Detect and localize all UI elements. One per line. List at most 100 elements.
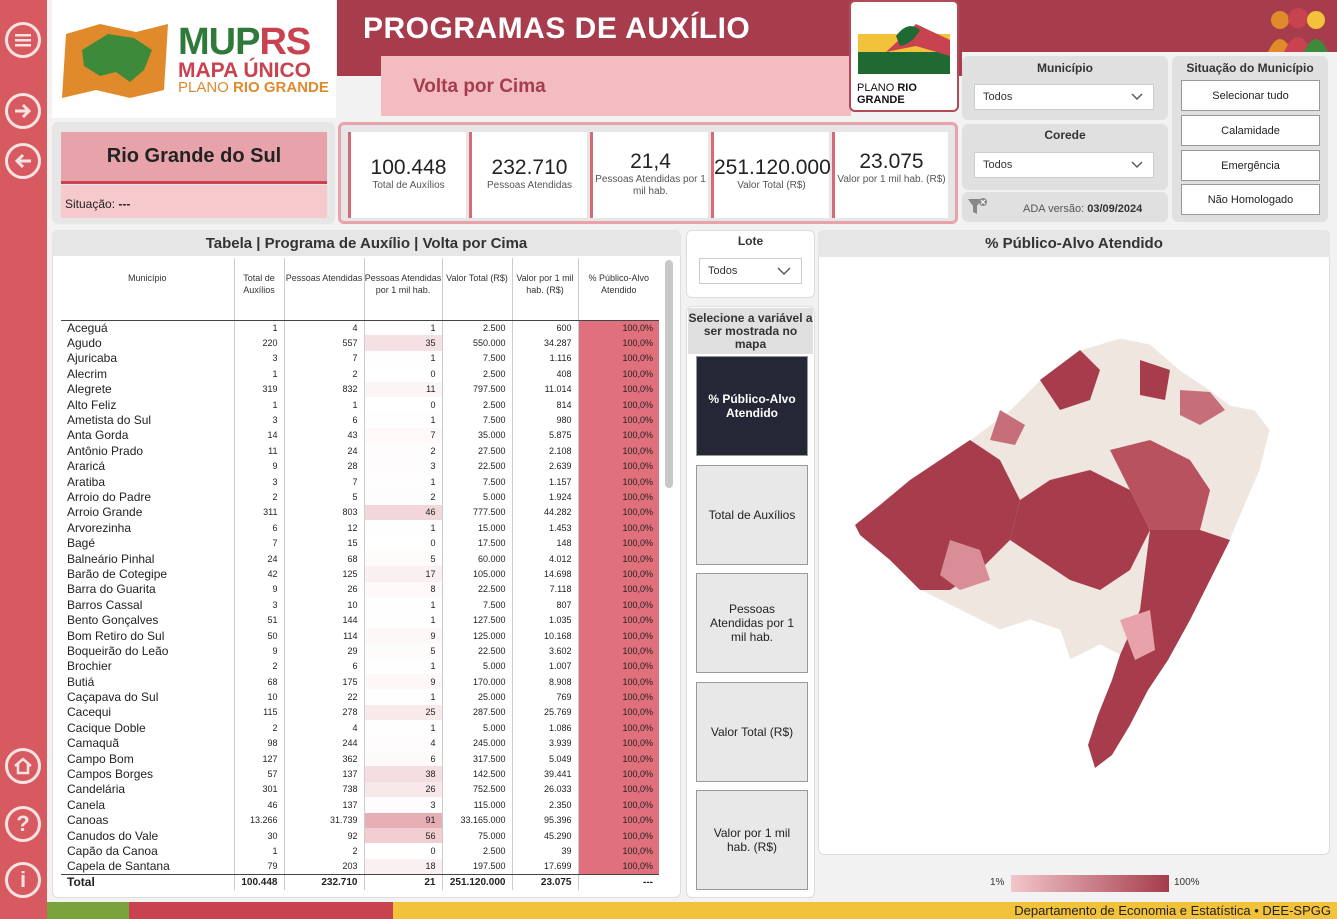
table-row[interactable]: Cacique Doble 2 4 1 5.000 1.086 100,0% bbox=[61, 720, 659, 736]
table-cell: 100,0% bbox=[577, 581, 659, 598]
map-region-south-light[interactable] bbox=[1120, 610, 1155, 660]
table-cell: 35 bbox=[363, 335, 442, 351]
table-row[interactable]: Aceguá 1 4 1 2.500 600 100,0% bbox=[61, 320, 659, 336]
variable-option-total-auxilios[interactable]: Total de Auxílios bbox=[696, 465, 808, 565]
table-cell: 803 bbox=[283, 504, 364, 521]
map-region-southwest-light[interactable] bbox=[940, 540, 990, 590]
table-row[interactable]: Candelária 301 738 26 752.500 26.033 100,0% bbox=[61, 781, 659, 798]
table-row[interactable]: Camaquã 98 244 4 245.000 3.939 100,0% bbox=[61, 735, 659, 751]
table-row[interactable]: Ametista do Sul 3 6 1 7.500 980 100,0% bbox=[61, 412, 659, 428]
table-row[interactable]: Butiá 68 175 9 170.000 8.908 100,0% bbox=[61, 673, 659, 690]
table-row[interactable]: Bento Gonçalves 51 144 1 127.500 1.035 100,0% bbox=[61, 612, 659, 628]
column-header[interactable]: Município bbox=[61, 258, 234, 321]
table-cell: 125 bbox=[283, 566, 364, 582]
variable-option-pessoas-por-mil[interactable]: Pessoas Atendidas por 1 mil hab. bbox=[696, 573, 808, 673]
table-cell: 6 bbox=[283, 658, 364, 674]
map-region-south-unserved[interactable] bbox=[1070, 590, 1100, 630]
table-row[interactable]: Bom Retiro do Sul 50 114 9 125.000 10.168 100,… bbox=[61, 627, 659, 644]
data-table-container[interactable]: Município Total de Auxílios Pessoas Aten… bbox=[61, 258, 661, 894]
column-header[interactable]: Valor Total (R$) bbox=[441, 258, 512, 321]
table-row[interactable]: Agudo 220 557 35 550.000 34.287 100,0% bbox=[61, 335, 659, 351]
table-cell: 24 bbox=[283, 443, 364, 459]
situacao-option-calamidade[interactable]: Calamidade bbox=[1181, 115, 1320, 146]
table-row[interactable]: Campo Bom 127 362 6 317.500 5.049 100,0% bbox=[61, 750, 659, 767]
table-row[interactable]: Alecrim 1 2 0 2.500 408 100,0% bbox=[61, 366, 659, 382]
situacao-option-nao-homologado[interactable]: Não Homologado bbox=[1181, 184, 1320, 215]
municipio-dropdown[interactable]: Todos bbox=[974, 84, 1154, 110]
situacao-option-emergencia[interactable]: Emergência bbox=[1181, 150, 1320, 181]
table-cell: Arroio Grande bbox=[67, 505, 143, 520]
table-row[interactable]: Canudos do Vale 30 92 56 75.000 45.290 100,0% bbox=[61, 827, 659, 844]
table-row[interactable]: Boqueirão do Leão 9 29 5 22.500 3.602 100,0% bbox=[61, 643, 659, 659]
table-row[interactable]: Aratiba 3 7 1 7.500 1.157 100,0% bbox=[61, 473, 659, 490]
table-cell: 1 bbox=[363, 612, 442, 628]
table-row[interactable]: Arroio Grande 311 803 46 777.500 44.282 100,0% bbox=[61, 504, 659, 521]
lote-dropdown[interactable]: Todos bbox=[699, 258, 802, 284]
table-cell: 100,0% bbox=[577, 396, 659, 413]
table-cell: 10 bbox=[233, 689, 284, 705]
table-row[interactable]: Capela de Santana 79 203 18 197.500 17.699 100… bbox=[61, 858, 659, 875]
table-row[interactable]: Balneário Pinhal 24 68 5 60.000 4.012 100,0% bbox=[61, 550, 659, 567]
variable-option-valor-por-mil[interactable]: Valor por 1 mil hab. (R$) bbox=[696, 790, 808, 890]
table-cell: 100,0% bbox=[577, 535, 659, 551]
table-row[interactable]: Alto Feliz 1 1 0 2.500 814 100,0% bbox=[61, 396, 659, 413]
table-row[interactable]: Caçapava do Sul 10 22 1 25.000 769 100,0% bbox=[61, 689, 659, 705]
clear-filter-icon[interactable] bbox=[966, 196, 988, 218]
table-cell: 5 bbox=[283, 489, 364, 505]
table-row[interactable]: Arvorezinha 6 12 1 15.000 1.453 100,0% bbox=[61, 520, 659, 536]
column-header[interactable]: Pessoas Atendidas bbox=[283, 258, 364, 321]
table-row[interactable]: Bagé 7 15 0 17.500 148 100,0% bbox=[61, 535, 659, 551]
map-region-north-2[interactable] bbox=[1140, 360, 1170, 400]
map-region-northwest[interactable] bbox=[990, 410, 1025, 445]
rs-choropleth-map[interactable] bbox=[850, 330, 1315, 770]
help-icon[interactable]: ? bbox=[5, 806, 41, 842]
kpi-total-auxilios: 100.448 Total de Auxílios bbox=[348, 132, 466, 218]
table-row[interactable]: Capão da Canoa 1 2 0 2.500 39 100,0% bbox=[61, 843, 659, 859]
table-row[interactable]: Campos Borges 57 137 38 142.500 39.441 100,0% bbox=[61, 766, 659, 782]
table-row[interactable]: Alegrete 319 832 11 797.500 11.014 100,0% bbox=[61, 381, 659, 397]
table-row[interactable]: Barão de Cotegipe 42 125 17 105.000 14.698 100… bbox=[61, 566, 659, 582]
map-region-central[interactable] bbox=[1010, 470, 1150, 590]
table-row[interactable]: Ajuricaba 3 7 1 7.500 1.116 100,0% bbox=[61, 350, 659, 367]
table-row[interactable]: Barros Cassal 3 10 1 7.500 807 100,0% bbox=[61, 597, 659, 613]
table-scrollbar[interactable] bbox=[665, 260, 673, 488]
table-row[interactable]: Barra do Guarita 9 26 8 22.500 7.118 100,0% bbox=[61, 581, 659, 598]
variable-option-valor-total[interactable]: Valor Total (R$) bbox=[696, 682, 808, 782]
table-cell: 1 bbox=[363, 320, 442, 336]
map-region-northeast[interactable] bbox=[1110, 440, 1210, 540]
map-region-northeast-2[interactable] bbox=[1180, 390, 1225, 425]
table-cell: Capão da Canoa bbox=[67, 843, 158, 858]
table-row[interactable]: Cacequi 115 278 25 287.500 25.769 100,0% bbox=[61, 704, 659, 721]
variable-selector-title: Selecione a variável a ser mostrada no m… bbox=[688, 308, 813, 354]
table-row[interactable]: Anta Gorda 14 43 7 35.000 5.875 100,0% bbox=[61, 427, 659, 444]
table-cell: 100,0% bbox=[577, 489, 659, 505]
info-icon[interactable]: i bbox=[5, 862, 41, 898]
table-row[interactable]: Brochier 2 6 1 5.000 1.007 100,0% bbox=[61, 658, 659, 674]
table-total: Total 100.448 232.710 21 251.120.000 23.… bbox=[61, 873, 659, 890]
map-region-east-coast[interactable] bbox=[1088, 530, 1230, 768]
table-row[interactable]: Antônio Prado 11 24 2 27.500 2.108 100,0% bbox=[61, 443, 659, 459]
table-cell: Canela bbox=[67, 797, 106, 812]
map-region-north[interactable] bbox=[1040, 350, 1100, 410]
table-cell: 2.108 bbox=[511, 443, 578, 459]
column-header[interactable]: Valor por 1 mil hab. (R$) bbox=[511, 258, 578, 321]
column-header[interactable]: Total de Auxílios bbox=[233, 258, 284, 321]
table-row[interactable]: Arroio do Padre 2 5 2 5.000 1.924 100,0% bbox=[61, 489, 659, 505]
table-row[interactable]: Araricá 9 28 3 22.500 2.639 100,0% bbox=[61, 458, 659, 474]
table-cell: 807 bbox=[511, 597, 578, 613]
column-header[interactable]: Pessoas Atendidas por 1 mil hab. bbox=[363, 258, 442, 321]
table-row[interactable]: Canela 46 137 3 115.000 2.350 100,0% bbox=[61, 797, 659, 813]
forward-arrow-icon[interactable] bbox=[5, 93, 41, 129]
variable-option-publico-alvo[interactable]: % Público-Alvo Atendido bbox=[696, 356, 808, 456]
home-icon[interactable] bbox=[5, 748, 41, 784]
table-cell: 3 bbox=[233, 350, 284, 367]
table-cell: 5.000 bbox=[441, 720, 512, 736]
menu-icon[interactable] bbox=[5, 22, 41, 58]
corede-dropdown[interactable]: Todos bbox=[974, 152, 1154, 178]
table-row[interactable]: Canoas 13.266 31.739 91 33.165.000 95.396 100,… bbox=[61, 812, 659, 828]
kpi-value: 23.075 bbox=[859, 150, 924, 173]
back-arrow-icon[interactable] bbox=[5, 143, 41, 179]
kpi-label: Valor por 1 mil hab. (R$) bbox=[837, 174, 946, 185]
situacao-option-selecionar-tudo[interactable]: Selecionar tudo bbox=[1181, 80, 1320, 111]
column-header[interactable]: % Público-Alvo Atendido bbox=[577, 258, 659, 321]
